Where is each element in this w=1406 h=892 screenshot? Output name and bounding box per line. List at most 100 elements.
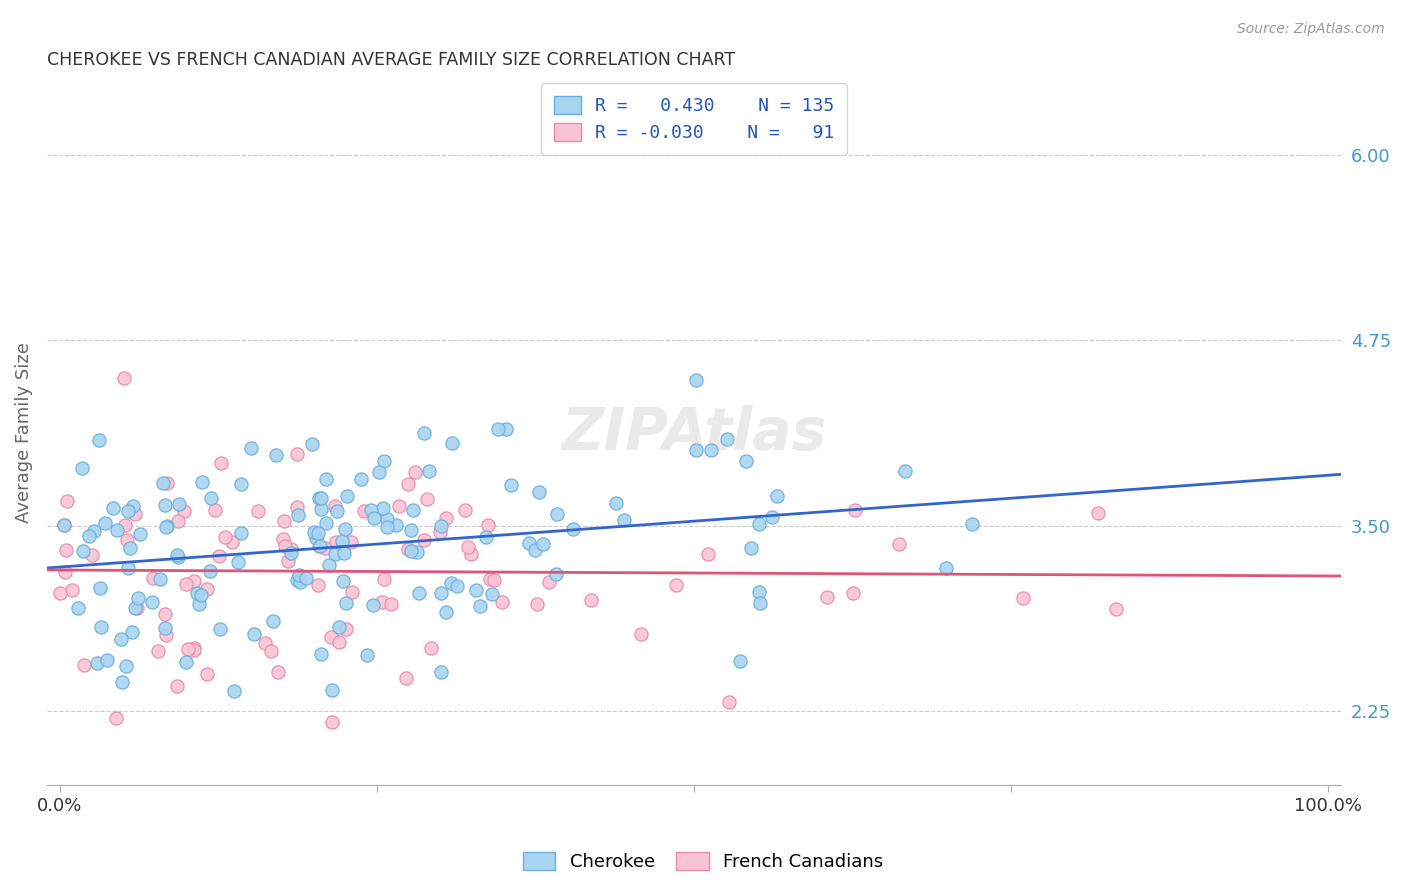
Point xyxy=(166,548,188,562)
Point xyxy=(562,522,585,536)
Point xyxy=(274,539,297,553)
Point xyxy=(430,519,453,533)
Point xyxy=(288,574,311,589)
Point xyxy=(495,421,517,435)
Point xyxy=(380,597,402,611)
Point xyxy=(186,586,208,600)
Point xyxy=(72,543,94,558)
Point xyxy=(183,574,205,589)
Text: ZIPAtlas: ZIPAtlas xyxy=(561,405,827,461)
Point xyxy=(482,573,505,587)
Point xyxy=(149,572,172,586)
Point xyxy=(371,594,394,608)
Point xyxy=(114,658,136,673)
Point xyxy=(214,530,236,544)
Point xyxy=(285,447,308,461)
Legend: R =   0.430    N = 135, R = -0.030    N =   91: R = 0.430 N = 135, R = -0.030 N = 91 xyxy=(541,83,846,154)
Point xyxy=(402,503,425,517)
Point xyxy=(440,576,463,591)
Point xyxy=(399,523,422,537)
Point xyxy=(155,628,177,642)
Point xyxy=(309,540,332,554)
Point xyxy=(96,653,118,667)
Point xyxy=(613,513,636,527)
Point xyxy=(55,493,77,508)
Point xyxy=(332,574,354,589)
Point xyxy=(457,541,479,555)
Point xyxy=(454,502,477,516)
Point xyxy=(728,654,751,668)
Point xyxy=(152,475,174,490)
Point xyxy=(124,507,146,521)
Point xyxy=(166,679,188,693)
Point xyxy=(117,561,139,575)
Point xyxy=(305,531,328,545)
Point xyxy=(1087,506,1109,520)
Point xyxy=(273,514,295,528)
Y-axis label: Average Family Size: Average Family Size xyxy=(15,343,32,524)
Point xyxy=(353,504,375,518)
Point xyxy=(55,543,77,558)
Point xyxy=(86,656,108,670)
Point xyxy=(239,441,262,455)
Point xyxy=(190,588,212,602)
Point xyxy=(155,621,177,635)
Point xyxy=(83,524,105,538)
Point xyxy=(121,624,143,639)
Point xyxy=(183,642,205,657)
Point xyxy=(307,526,329,541)
Point xyxy=(262,615,284,629)
Text: CHEROKEE VS FRENCH CANADIAN AVERAGE FAMILY SIZE CORRELATION CHART: CHEROKEE VS FRENCH CANADIAN AVERAGE FAMI… xyxy=(46,51,735,69)
Point xyxy=(315,516,337,531)
Point xyxy=(330,534,353,549)
Point xyxy=(73,657,96,672)
Point xyxy=(302,525,325,540)
Point xyxy=(360,502,382,516)
Point xyxy=(53,565,76,579)
Point xyxy=(527,484,550,499)
Point xyxy=(491,595,513,609)
Point xyxy=(328,635,350,649)
Point xyxy=(1105,601,1128,615)
Point xyxy=(264,448,287,462)
Point xyxy=(326,504,349,518)
Point xyxy=(1012,591,1035,606)
Point xyxy=(287,508,309,522)
Point xyxy=(267,665,290,679)
Point xyxy=(200,564,222,578)
Point xyxy=(77,528,100,542)
Point xyxy=(129,527,152,541)
Point xyxy=(117,504,139,518)
Point xyxy=(94,516,117,531)
Point xyxy=(339,534,361,549)
Point xyxy=(761,510,783,524)
Point xyxy=(430,586,453,600)
Point xyxy=(367,465,389,479)
Point xyxy=(321,715,343,730)
Point xyxy=(748,585,770,599)
Point xyxy=(114,517,136,532)
Point xyxy=(260,644,283,658)
Point xyxy=(446,578,468,592)
Point xyxy=(340,585,363,599)
Point xyxy=(749,596,772,610)
Point xyxy=(395,671,418,685)
Point xyxy=(363,598,385,612)
Point xyxy=(183,640,205,655)
Legend: Cherokee, French Canadians: Cherokee, French Canadians xyxy=(516,845,890,879)
Point xyxy=(294,571,316,585)
Point xyxy=(935,560,957,574)
Point xyxy=(441,436,464,450)
Point xyxy=(336,489,359,503)
Text: Source: ZipAtlas.com: Source: ZipAtlas.com xyxy=(1237,22,1385,37)
Point xyxy=(413,533,436,547)
Point xyxy=(517,535,540,549)
Point xyxy=(221,534,243,549)
Point xyxy=(89,581,111,595)
Point xyxy=(325,547,347,561)
Point xyxy=(356,648,378,662)
Point xyxy=(323,499,346,513)
Point xyxy=(841,586,863,600)
Point xyxy=(538,574,561,589)
Point xyxy=(481,587,503,601)
